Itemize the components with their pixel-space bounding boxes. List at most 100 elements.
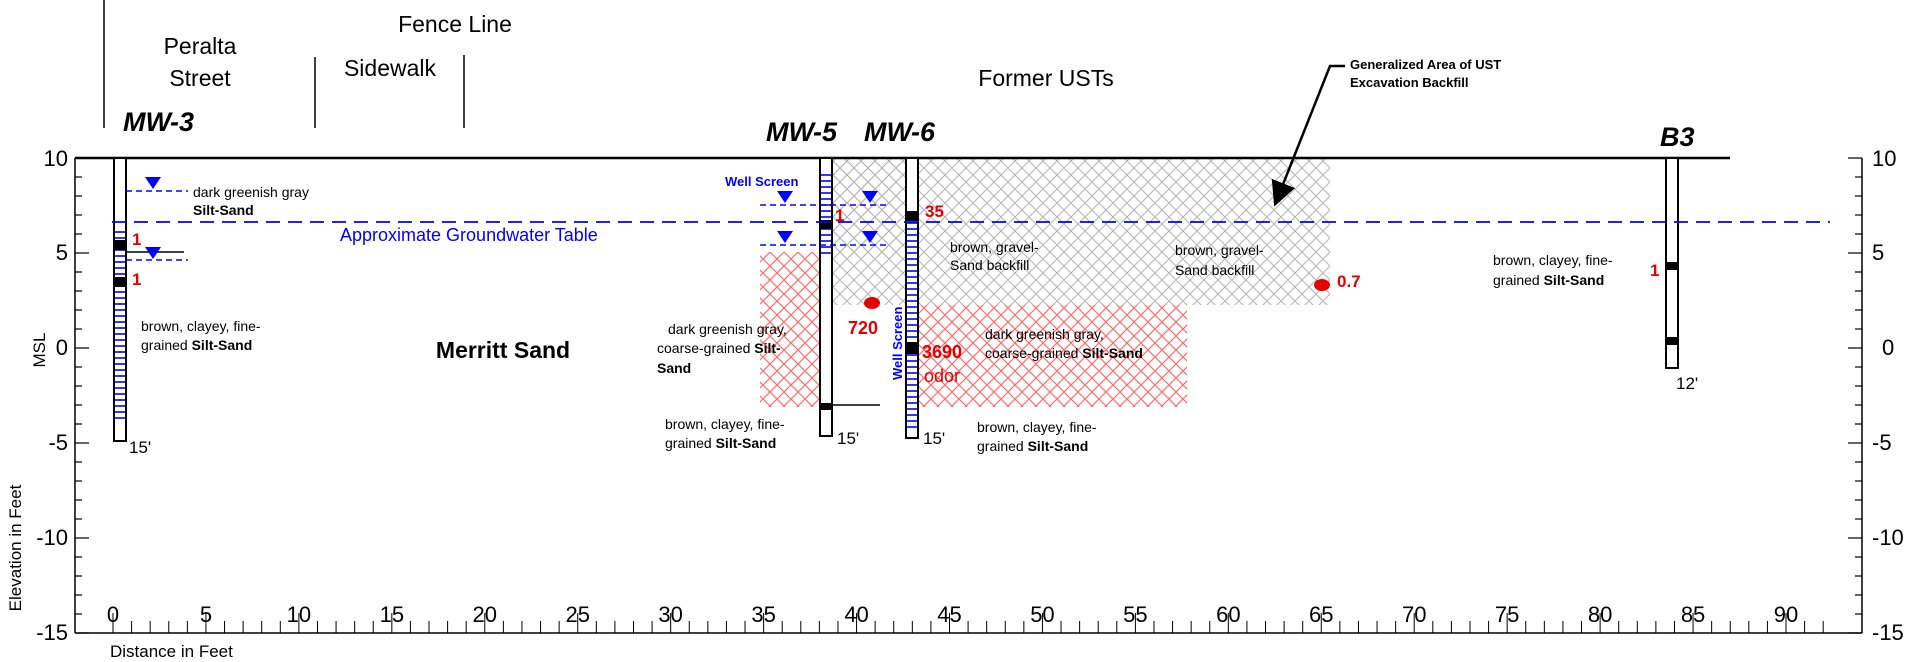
water-level-triangles — [145, 177, 878, 259]
water-level-icon — [145, 247, 161, 259]
well-name-b3: B3 — [1660, 122, 1695, 152]
x-tick-label: 45 — [937, 602, 961, 627]
y-tick-label: 10 — [1872, 146, 1896, 171]
water-level-icon — [145, 177, 161, 189]
well-name-mw6: MW-6 — [864, 117, 936, 147]
sample-value: 1 — [132, 230, 141, 249]
lithology-backfill-2-2: Sand backfill — [1175, 262, 1254, 278]
x-tick-label: 65 — [1309, 602, 1333, 627]
y-tick-label: -15 — [1872, 620, 1904, 645]
y-tick-label: 5 — [1872, 240, 1884, 265]
sidewalk-label: Sidewalk — [344, 55, 437, 81]
impacted-zone — [760, 252, 1187, 407]
water-level-icon — [862, 231, 878, 243]
sample-marker — [820, 220, 832, 229]
sample-value: 3690 — [922, 342, 962, 362]
sample-point-icon — [1314, 279, 1330, 291]
lithology-backfill-1-2: Sand backfill — [950, 257, 1029, 273]
y-tick-labels-right: 10 5 0 -5 -10 -15 — [1872, 146, 1904, 645]
sample-value: 720 — [848, 318, 878, 338]
sample-value: 1 — [1650, 261, 1659, 280]
x-tick-label: 85 — [1681, 602, 1705, 627]
well-screen-label-mw6: Well Screen — [890, 306, 905, 380]
sample-marker — [1666, 262, 1678, 270]
lithology-mw3-top: dark greenish gray — [193, 184, 309, 200]
well-mw6 — [905, 157, 919, 439]
lithology-backfill-2: brown, gravel- — [1175, 242, 1264, 258]
lithology-mw6-right: dark greenish gray, — [985, 326, 1104, 342]
y-tick-label: -5 — [48, 430, 68, 455]
lithology-mw5-bottom: brown, clayey, fine- — [665, 416, 785, 432]
x-tick-label: 35 — [751, 602, 775, 627]
backfill-callout-line1: Generalized Area of UST — [1350, 57, 1501, 72]
sample-marker — [1666, 337, 1678, 345]
lithology-backfill-1: brown, gravel- — [950, 239, 1039, 255]
y-axis-msl-label: MSL — [30, 333, 49, 368]
x-tick-label: 55 — [1123, 602, 1147, 627]
water-level-indicators — [126, 190, 890, 261]
y-tick-label: 0 — [1882, 335, 1894, 360]
well-name-mw3: MW-3 — [123, 107, 194, 137]
backfill-callout: Generalized Area of UST Excavation Backf… — [1271, 57, 1501, 207]
well-screen-mw3 — [115, 231, 125, 419]
sample-marker — [820, 403, 832, 410]
lithology-mw5-left: dark greenish gray, — [668, 321, 787, 337]
sample-values: 1 1 1 35 3690 odor 720 0.7 1 — [132, 202, 1659, 386]
x-tick-label: 70 — [1402, 602, 1426, 627]
well-mw5 — [819, 157, 833, 437]
x-tick-label: 0 — [107, 602, 119, 627]
depth-label-mw6: 15' — [923, 429, 945, 448]
peralta-street-label-2: Street — [169, 65, 231, 91]
x-tick-label: 20 — [473, 602, 497, 627]
top-boundary-lines — [103, 0, 465, 128]
axis-tick-marks — [75, 157, 1862, 634]
depth-label-b3: 12' — [1676, 374, 1698, 393]
lithology-mw6-bottom-2: grained Silt-Sand — [977, 438, 1088, 454]
peralta-street-label: Peralta — [164, 33, 237, 59]
lithology-descriptions: dark greenish gray Silt-Sand brown, clay… — [141, 184, 1613, 454]
lithology-mw3-top-2: Silt-Sand — [193, 202, 254, 218]
y-tick-label: -5 — [1872, 430, 1892, 455]
x-tick-labels: 0 5 10 15 20 25 30 35 40 45 50 55 60 65 70 75 80 85 90 — [107, 602, 1798, 627]
y-axis-title: Elevation in Feet — [6, 484, 25, 611]
backfill-zone — [820, 158, 1330, 305]
y-tick-labels-left: 10 5 0 -5 -10 -15 — [36, 146, 68, 645]
x-tick-label: 25 — [565, 602, 589, 627]
lithology-mw3-bottom: brown, clayey, fine- — [141, 318, 261, 334]
sample-value: 0.7 — [1337, 272, 1361, 291]
sample-value: 35 — [925, 202, 944, 221]
y-tick-label: -10 — [36, 525, 68, 550]
lithology-mw5-left-2: coarse-grained Silt- — [657, 340, 781, 356]
x-tick-label: 15 — [380, 602, 404, 627]
well-screen-label-mw5: Well Screen — [725, 174, 799, 189]
groundwater-table-label: Approximate Groundwater Table — [340, 225, 598, 245]
lithology-b3-2: grained Silt-Sand — [1493, 272, 1604, 288]
lithology-mw3-bottom-2: grained Silt-Sand — [141, 337, 252, 353]
depth-label-mw5: 15' — [837, 429, 859, 448]
sample-value: 1 — [835, 206, 844, 225]
x-tick-label: 10 — [287, 602, 311, 627]
x-tick-label: 60 — [1216, 602, 1240, 627]
lithology-mw5-bottom-2: grained Silt-Sand — [665, 435, 776, 451]
water-level-icon — [862, 191, 878, 203]
lithology-mw5-left-3: Sand — [657, 360, 691, 376]
well-screen-mw6 — [907, 222, 917, 428]
lithology-mw6-right-2: coarse-grained Silt-Sand — [985, 345, 1143, 361]
sample-point-icons — [864, 279, 1330, 309]
sample-point-icon — [864, 297, 880, 309]
formation-label: Merritt Sand — [436, 337, 570, 363]
water-level-icon — [777, 191, 793, 203]
well-mw3 — [113, 157, 127, 442]
backfill-callout-line2: Excavation Backfill — [1350, 75, 1469, 90]
top-labels: Peralta Street Sidewalk Fence Line Forme… — [164, 11, 1114, 91]
well-names: MW-3 MW-5 MW-6 B3 — [123, 107, 1695, 152]
water-level-icon — [777, 231, 793, 243]
x-tick-label: 75 — [1495, 602, 1519, 627]
x-tick-label: 90 — [1774, 602, 1798, 627]
y-tick-label: 5 — [56, 240, 68, 265]
y-tick-label: -15 — [36, 620, 68, 645]
y-tick-label: 10 — [44, 146, 68, 171]
sample-marker — [906, 342, 918, 354]
sample-value: 1 — [132, 270, 141, 289]
